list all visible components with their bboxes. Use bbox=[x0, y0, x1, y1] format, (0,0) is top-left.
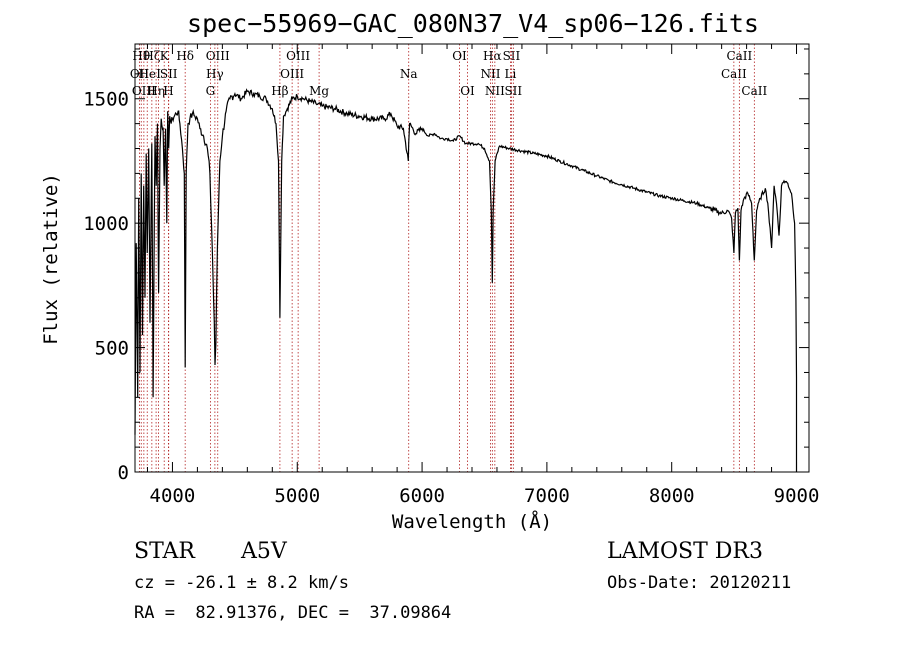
line-marker-label: Hβ bbox=[271, 84, 288, 98]
y-tick-label: 1500 bbox=[83, 89, 129, 111]
line-marker-label: NII bbox=[485, 84, 505, 98]
line-marker-label: CaII bbox=[741, 84, 767, 98]
observation-date: Obs-Date: 20120211 bbox=[607, 573, 792, 593]
y-tick-label: 1000 bbox=[83, 213, 129, 235]
line-marker-label: OI bbox=[460, 84, 475, 98]
x-tick-label: 4000 bbox=[150, 485, 196, 507]
coordinates-readout: RA = 82.91376, DEC = 37.09864 bbox=[134, 603, 452, 623]
line-marker-label: G bbox=[206, 84, 216, 98]
velocity-readout: cz = -26.1 ± 8.2 km/s bbox=[134, 573, 349, 593]
line-marker-label: OIII bbox=[206, 49, 230, 63]
line-marker-label: Hθ bbox=[132, 49, 150, 63]
line-marker-label: OIII bbox=[132, 84, 156, 98]
object-subclass: A5V bbox=[241, 539, 287, 564]
y-axis-label: Flux (relative) bbox=[40, 173, 62, 345]
line-marker-label: Mg bbox=[309, 84, 329, 98]
line-marker-label: SII bbox=[160, 67, 178, 81]
line-marker-label: Hα bbox=[483, 49, 502, 63]
spectrum-line bbox=[134, 88, 798, 472]
x-tick-label: 5000 bbox=[274, 485, 320, 507]
chart-title: spec−55969−GAC_080N37_V4_sp06−126.fits bbox=[187, 9, 759, 38]
line-marker-label: OI bbox=[452, 49, 467, 63]
line-markers: OIIHθOIIIHeHζHηIKHSIIHδGHγOIIIHβOIIIOIII… bbox=[130, 44, 767, 472]
object-class: STAR bbox=[134, 539, 195, 564]
line-marker-label: OIII bbox=[286, 49, 310, 63]
line-marker-label: CaII bbox=[726, 49, 752, 63]
line-marker-label: Hδ bbox=[176, 49, 194, 63]
x-tick-label: 7000 bbox=[524, 485, 570, 507]
axis-ticks: 4000 5000 6000 7000 8000 9000 0 500 1000 1500 bbox=[83, 44, 819, 507]
line-marker-label: Hγ bbox=[206, 67, 224, 81]
x-axis-label: Wavelength (Å) bbox=[392, 510, 552, 533]
line-marker-label: He bbox=[138, 67, 156, 81]
line-marker-label: Na bbox=[400, 67, 418, 81]
x-tick-label: 6000 bbox=[399, 485, 445, 507]
line-marker-label: NII bbox=[480, 67, 500, 81]
y-tick-label: 0 bbox=[118, 462, 129, 484]
survey-name: LAMOST DR3 bbox=[607, 539, 763, 564]
line-marker-label: I bbox=[156, 67, 161, 81]
line-marker-label: Hη bbox=[147, 84, 165, 98]
line-marker-label: SII bbox=[503, 49, 521, 63]
y-tick-label: 500 bbox=[95, 338, 129, 360]
line-marker-label: OIII bbox=[280, 67, 304, 81]
x-tick-label: 9000 bbox=[774, 485, 820, 507]
plot-frame bbox=[134, 43, 810, 473]
line-marker-label: CaII bbox=[721, 67, 747, 81]
line-marker-label: K bbox=[160, 49, 170, 63]
x-tick-label: 8000 bbox=[649, 485, 695, 507]
line-marker-label: SII bbox=[504, 84, 522, 98]
line-marker-label: Li bbox=[505, 67, 517, 81]
